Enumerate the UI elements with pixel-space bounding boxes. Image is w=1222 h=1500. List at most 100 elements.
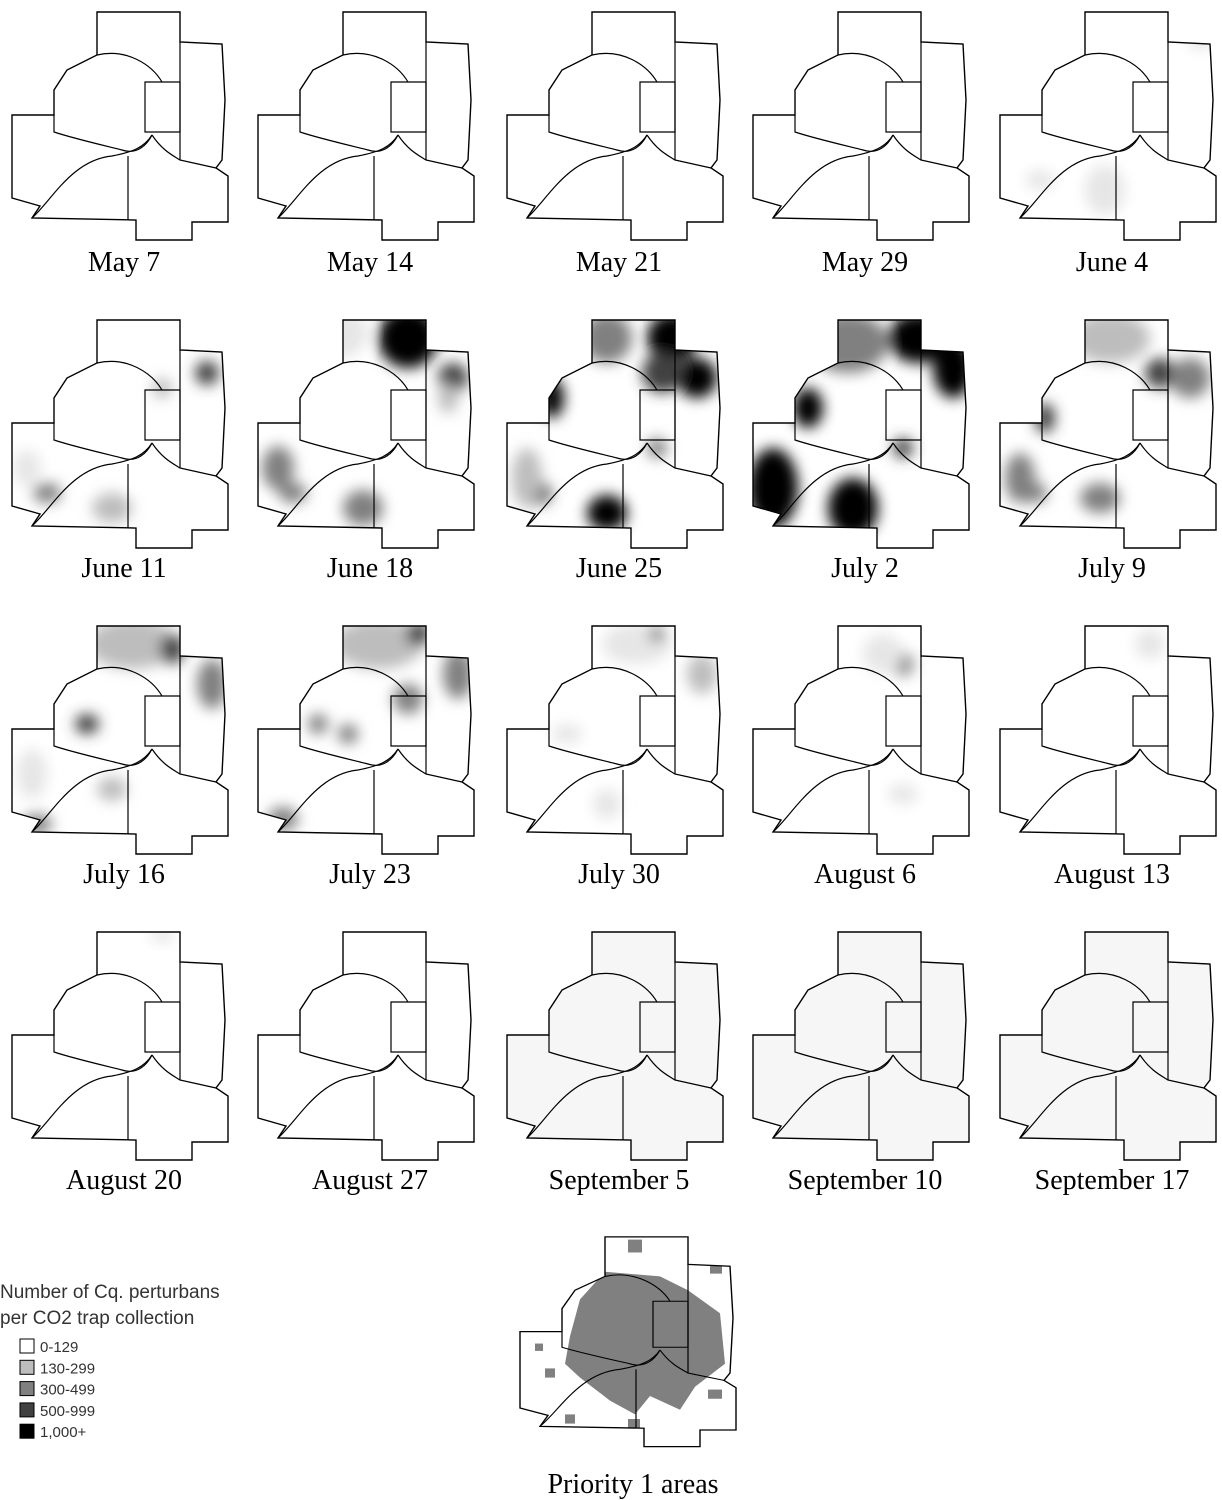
density-blob	[552, 724, 582, 744]
map-panel	[11, 11, 229, 241]
map-panel	[506, 11, 724, 241]
map-panel	[999, 931, 1217, 1161]
legend-label: 500-999	[40, 1403, 95, 1420]
shading-blur	[1135, 629, 1165, 659]
map-panel	[506, 319, 724, 549]
legend-swatch	[19, 1381, 35, 1397]
density-blob	[197, 659, 227, 709]
legend-title: per CO2 trap collection	[0, 1308, 194, 1329]
density-blob	[863, 634, 903, 674]
density-blob	[1135, 629, 1165, 659]
shading	[13, 361, 219, 523]
map-panel	[506, 931, 724, 1161]
map-grid: May 7 May 14 May 21 May 29 June 4 June 11 June…	[11, 11, 1217, 1196]
shading-blur	[17, 626, 227, 834]
date-label: June 25	[576, 553, 662, 584]
density-blob	[687, 654, 717, 694]
density-blob	[587, 495, 627, 531]
date-label: June 11	[81, 553, 166, 584]
map-tint	[507, 932, 723, 1160]
density-blob	[262, 446, 294, 490]
density-blob	[593, 789, 621, 819]
shading-blur	[863, 634, 918, 804]
density-blob	[378, 320, 438, 368]
shading-blur	[753, 320, 969, 538]
date-label: August 27	[312, 1165, 428, 1196]
legend-label: 300-499	[40, 1382, 95, 1399]
date-label: August 6	[814, 859, 916, 890]
shading	[552, 626, 717, 819]
map-panel	[257, 625, 475, 855]
shading	[1135, 629, 1165, 659]
shading	[268, 626, 473, 831]
legend: Number of Cq. perturbans per CO2 trap co…	[0, 1282, 220, 1441]
map-outline	[752, 11, 970, 241]
legend-title: Number of Cq. perturbans	[0, 1282, 220, 1303]
map-panel	[11, 319, 229, 549]
shading-blur	[150, 932, 174, 943]
density-blob	[893, 438, 913, 458]
map-tint	[753, 932, 969, 1160]
density-blob	[13, 450, 41, 486]
density-blob	[438, 383, 458, 413]
shading-blur	[1005, 320, 1210, 513]
shading-blur	[552, 626, 717, 819]
density-blob	[279, 483, 307, 503]
density-blob	[1035, 403, 1055, 433]
map-outline	[506, 11, 724, 241]
shading-blur	[262, 320, 468, 526]
density-blob	[512, 448, 542, 508]
density-blob	[406, 626, 430, 646]
map-outline	[11, 931, 229, 1161]
density-blob	[1145, 358, 1175, 388]
date-label: May 14	[327, 247, 413, 278]
density-blob	[87, 626, 177, 669]
date-label: July 16	[83, 859, 165, 890]
map-tint	[1000, 932, 1216, 1160]
density-blob	[808, 320, 888, 373]
density-blob	[160, 634, 184, 664]
shading	[262, 320, 468, 526]
shading-blur	[512, 320, 717, 531]
map-panel	[752, 319, 970, 549]
map-panel	[752, 11, 970, 241]
density-blob	[443, 649, 473, 699]
density-blob	[642, 353, 682, 393]
density-blob	[1170, 358, 1210, 398]
date-label: September 10	[788, 1165, 943, 1196]
priority-label: Priority 1 areas	[547, 1469, 718, 1500]
map-outline	[11, 11, 229, 241]
density-blob	[195, 361, 219, 385]
density-blob	[150, 932, 174, 943]
map-panel	[257, 319, 475, 549]
map-panel	[257, 931, 475, 1161]
density-blob	[677, 358, 717, 398]
map-outline	[257, 931, 475, 1161]
date-label: August 13	[1054, 859, 1170, 890]
density-blob	[647, 438, 667, 458]
density-blob	[793, 388, 823, 428]
map-outline	[506, 625, 724, 855]
density-blob	[308, 320, 368, 358]
density-blob	[1023, 483, 1047, 503]
map-panel	[999, 319, 1217, 549]
density-blob	[753, 448, 798, 528]
map-panel	[11, 931, 229, 1161]
legend-label: 1,000+	[40, 1424, 87, 1441]
density-blob	[17, 749, 47, 799]
map-panel	[752, 931, 970, 1161]
density-blob	[1070, 320, 1150, 363]
density-blob	[1085, 165, 1125, 215]
date-label: July 9	[1078, 553, 1146, 584]
priority-map	[519, 1236, 737, 1448]
density-blob	[92, 493, 132, 523]
shading	[753, 320, 969, 538]
date-label: May 7	[88, 247, 160, 278]
map-panel	[11, 625, 229, 855]
density-blob	[308, 714, 328, 734]
map-outline	[999, 625, 1217, 855]
shading	[17, 626, 227, 834]
density-blob	[393, 684, 423, 714]
density-blob	[933, 338, 969, 398]
